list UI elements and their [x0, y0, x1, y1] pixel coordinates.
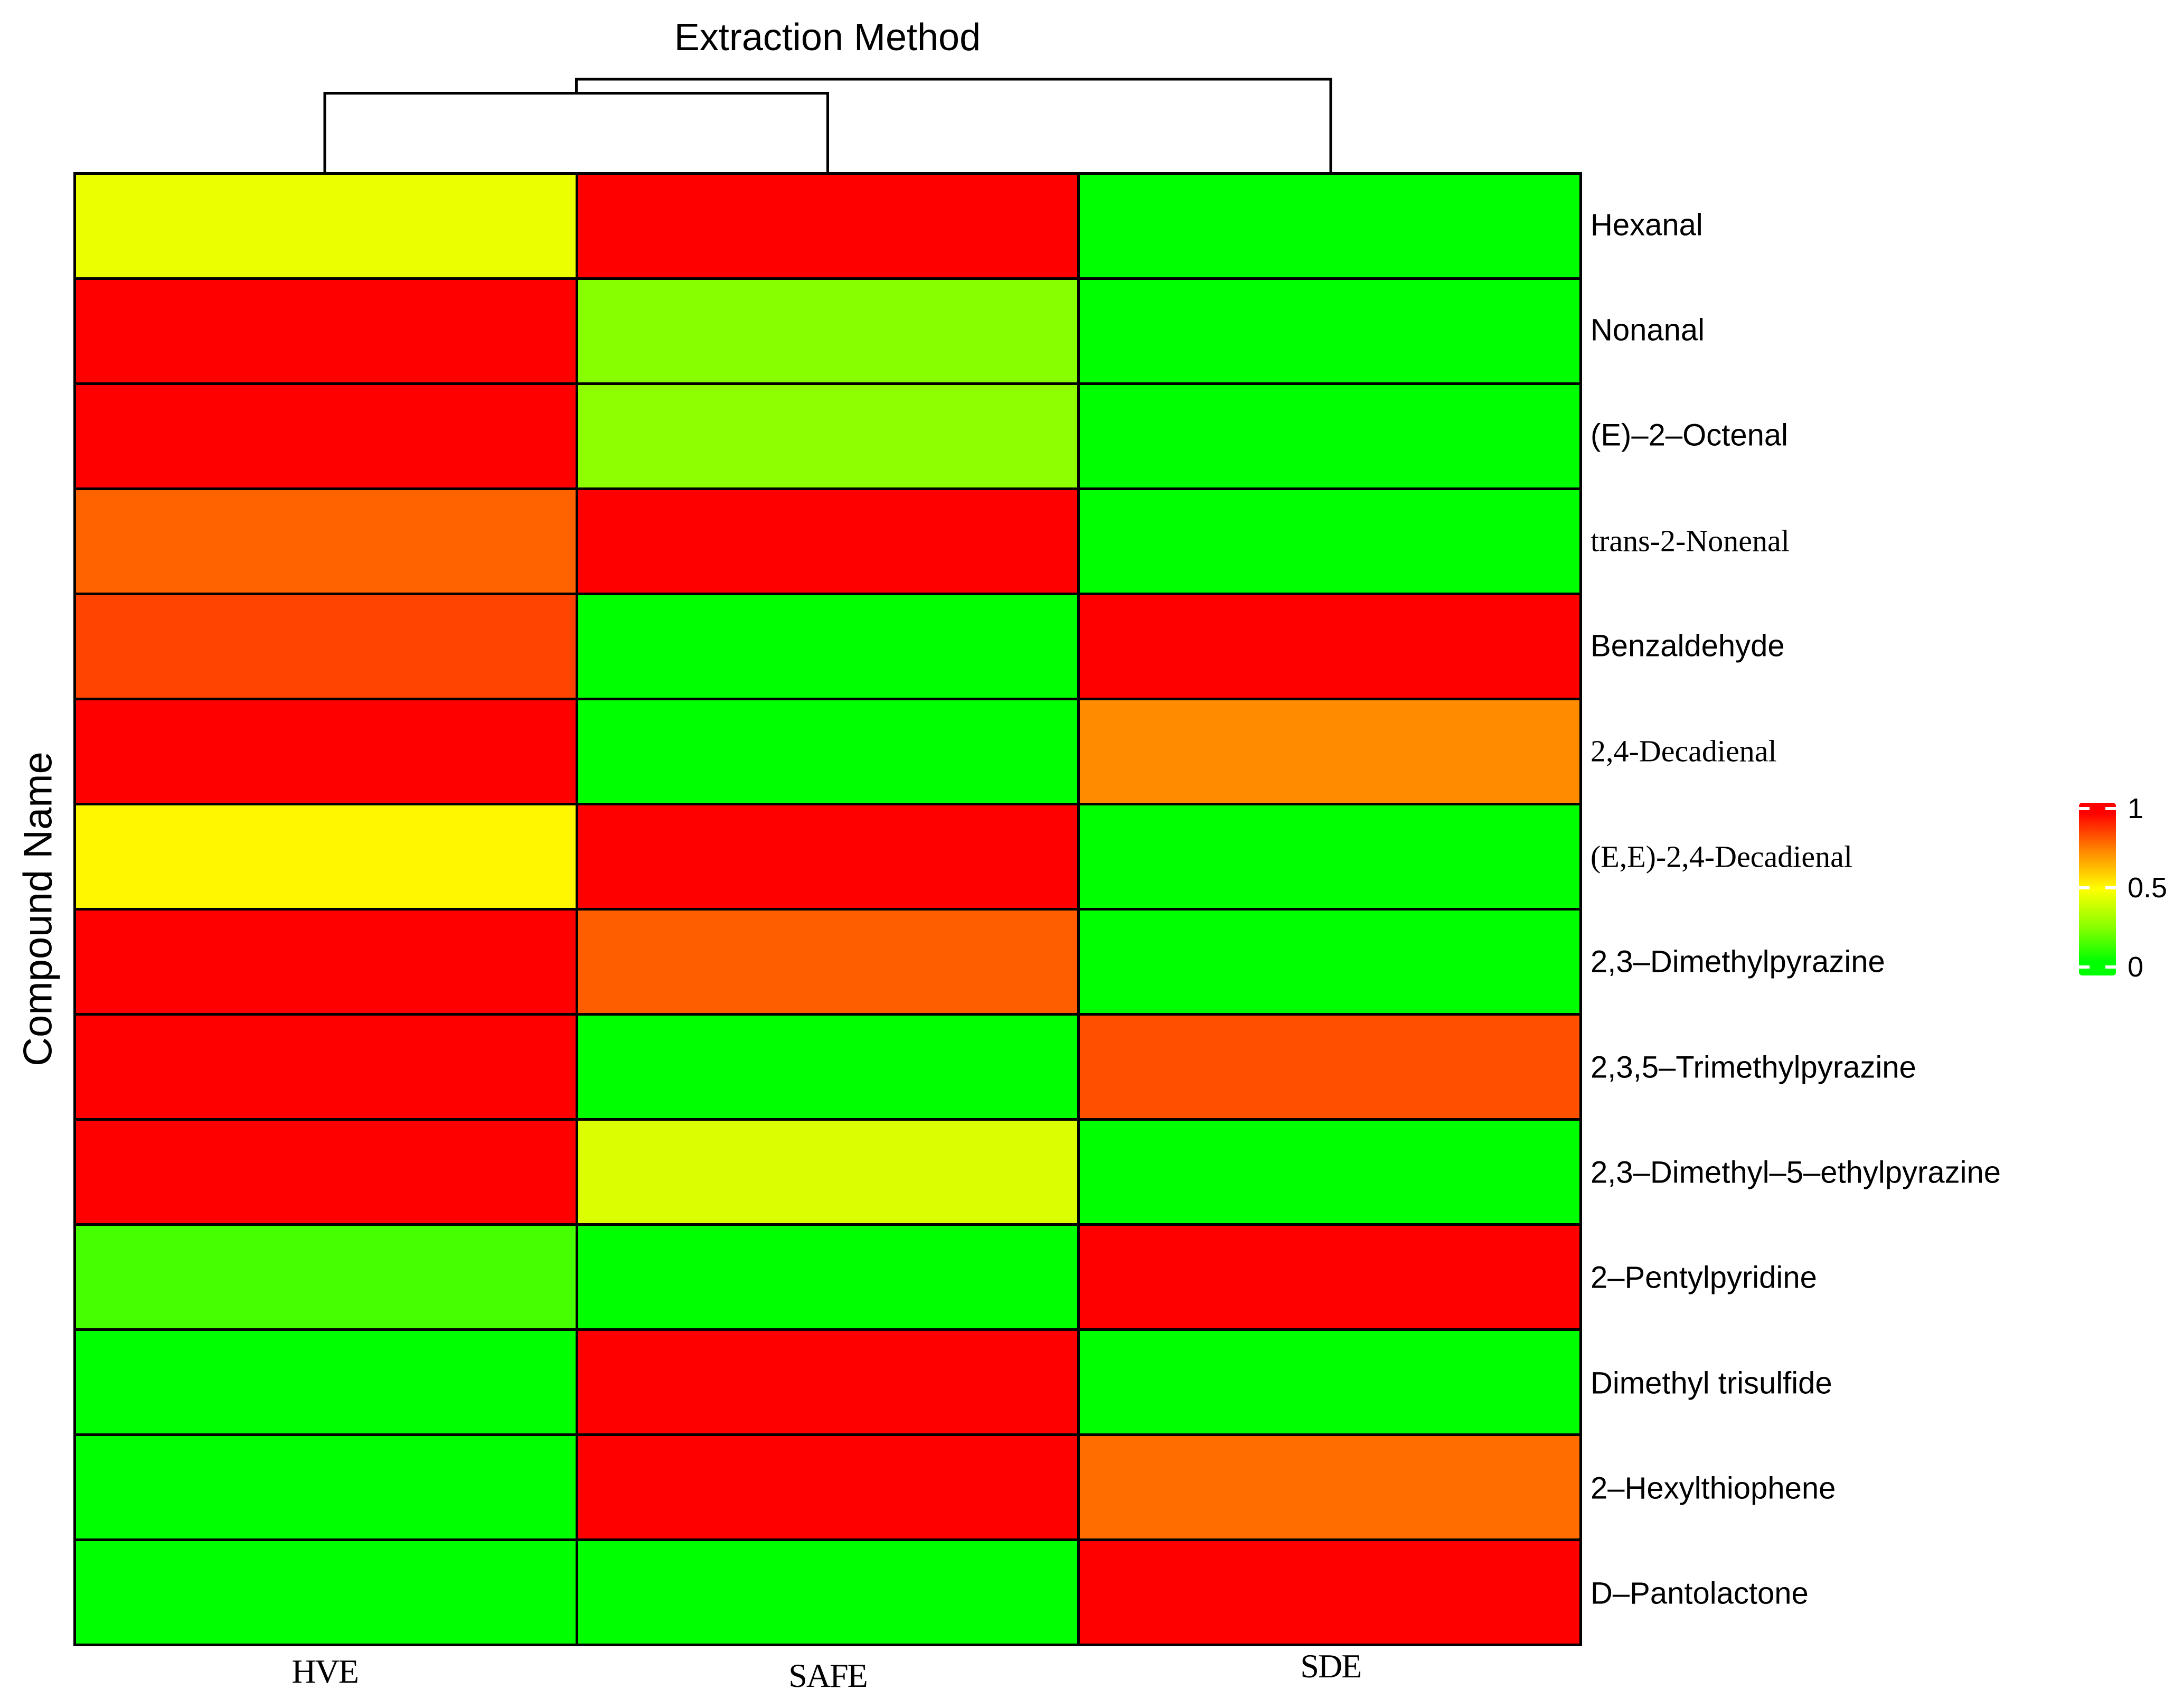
- legend-tick-mark: [2105, 807, 2116, 811]
- legend-tick-mark: [2105, 965, 2116, 969]
- row-label-6: 2,4-Decadienal: [1591, 734, 1777, 768]
- col-label-SDE: SDE: [1300, 1647, 1362, 1685]
- heatmap-cell-2–Pentylpyridine-SDE: [1080, 1226, 1579, 1328]
- row-label-8: 2,3–Dimethylpyrazine: [1591, 944, 1885, 979]
- col-label-HVE: HVE: [291, 1653, 359, 1690]
- row-label-13: 2–Hexylthiophene: [1591, 1471, 1836, 1506]
- dendrogram: [323, 78, 1332, 172]
- heatmap-cell-Hexanal-SAFE: [578, 175, 1078, 277]
- heatmap-cell-2–Hexylthiophene-HVE: [76, 1436, 576, 1538]
- legend-tick-label-0.5: 0.5: [2128, 872, 2168, 904]
- heatmap-cell-trans-2-Nonenal-SAFE: [578, 490, 1078, 593]
- legend-tick-label-0: 0: [2128, 951, 2144, 983]
- heatmap-cell-Nonanal-SAFE: [578, 280, 1078, 382]
- heatmap-cell-Nonanal-SDE: [1080, 280, 1579, 382]
- heatmap-cell-Dimethyl trisulfide-HVE: [76, 1331, 576, 1433]
- legend-tick-mark: [2079, 807, 2090, 811]
- column-axis-title: Extraction Method: [674, 16, 981, 59]
- heatmap-cell-Benzaldehyde-HVE: [76, 595, 576, 698]
- heatmap-cell-2,3,5–Trimethylpyrazine-SDE: [1080, 1016, 1579, 1118]
- heatmap-cell-Benzaldehyde-SAFE: [578, 595, 1078, 698]
- heatmap-cell-2,4-Decadienal-HVE: [76, 700, 576, 803]
- heatmap-cell-trans-2-Nonenal-SDE: [1080, 490, 1579, 593]
- heatmap-cell-(E)–2–Octenal-HVE: [76, 385, 576, 487]
- legend-tick-mark: [2079, 965, 2090, 969]
- heatmap-cell-2–Hexylthiophene-SAFE: [578, 1436, 1078, 1538]
- heatmap-cell-2,3,5–Trimethylpyrazine-HVE: [76, 1016, 576, 1118]
- col-label-SAFE: SAFE: [788, 1657, 868, 1694]
- heatmap-cell-Hexanal-SDE: [1080, 175, 1579, 277]
- legend-tick-mark: [2105, 886, 2116, 890]
- row-label-12: Dimethyl trisulfide: [1591, 1366, 1832, 1401]
- heatmap-cell-2,3–Dimethylpyrazine-SAFE: [578, 911, 1078, 1013]
- row-label-3: (E)–2–Octenal: [1591, 418, 1788, 453]
- heatmap-cell-(E,E)-2,4-Decadienal-HVE: [76, 805, 576, 908]
- heatmap-cell-(E,E)-2,4-Decadienal-SAFE: [578, 805, 1078, 908]
- heatmap-cell-D–Pantolactone-SDE: [1080, 1541, 1579, 1644]
- heatmap-cell-Dimethyl trisulfide-SAFE: [578, 1331, 1078, 1433]
- row-label-9: 2,3,5–Trimethylpyrazine: [1591, 1050, 1916, 1085]
- heatmap-cell-2–Pentylpyridine-SAFE: [578, 1226, 1078, 1328]
- heatmap-cell-Nonanal-HVE: [76, 280, 576, 382]
- heatmap-cell-(E)–2–Octenal-SAFE: [578, 385, 1078, 487]
- heatmap-cell-2–Pentylpyridine-HVE: [76, 1226, 576, 1328]
- heatmap-cell-Hexanal-HVE: [76, 175, 576, 277]
- heatmap-cell-trans-2-Nonenal-HVE: [76, 490, 576, 593]
- legend-tick-mark: [2079, 886, 2090, 890]
- heatmap-cell-Benzaldehyde-SDE: [1080, 595, 1579, 698]
- row-axis-title: Compound Name: [15, 752, 61, 1066]
- heatmap-cell-2,3–Dimethyl–5–ethylpyrazine-HVE: [76, 1121, 576, 1223]
- row-label-7: (E,E)-2,4-Decadienal: [1591, 839, 1852, 874]
- heatmap-cell-D–Pantolactone-SAFE: [578, 1541, 1078, 1644]
- heatmap-cell-2,3–Dimethylpyrazine-SDE: [1080, 911, 1579, 1013]
- heatmap-cell-2,4-Decadienal-SDE: [1080, 700, 1579, 803]
- legend-tick-label-1: 1: [2128, 793, 2144, 825]
- row-label-2: Nonanal: [1591, 313, 1705, 348]
- heatmap-cell-2,3–Dimethyl–5–ethylpyrazine-SAFE: [578, 1121, 1078, 1223]
- heatmap-cell-2,3,5–Trimethylpyrazine-SAFE: [578, 1016, 1078, 1118]
- row-label-5: Benzaldehyde: [1591, 628, 1785, 663]
- heatmap-cell-2,3–Dimethyl–5–ethylpyrazine-SDE: [1080, 1121, 1579, 1223]
- heatmap-cell-2–Hexylthiophene-SDE: [1080, 1436, 1579, 1538]
- heatmap-grid: [73, 172, 1582, 1646]
- heatmap-cell-(E,E)-2,4-Decadienal-SDE: [1080, 805, 1579, 908]
- row-label-14: D–Pantolactone: [1591, 1576, 1809, 1611]
- heatmap-cell-D–Pantolactone-HVE: [76, 1541, 576, 1644]
- row-label-11: 2–Pentylpyridine: [1591, 1260, 1817, 1295]
- row-label-10: 2,3–Dimethyl–5–ethylpyrazine: [1591, 1155, 2001, 1190]
- row-label-4: trans-2-Nonenal: [1591, 523, 1790, 558]
- heatmap-cell-Dimethyl trisulfide-SDE: [1080, 1331, 1579, 1433]
- heatmap-cell-2,3–Dimethylpyrazine-HVE: [76, 911, 576, 1013]
- heatmap-cell-(E)–2–Octenal-SDE: [1080, 385, 1579, 487]
- row-label-1: Hexanal: [1591, 208, 1703, 242]
- heatmap-cell-2,4-Decadienal-SAFE: [578, 700, 1078, 803]
